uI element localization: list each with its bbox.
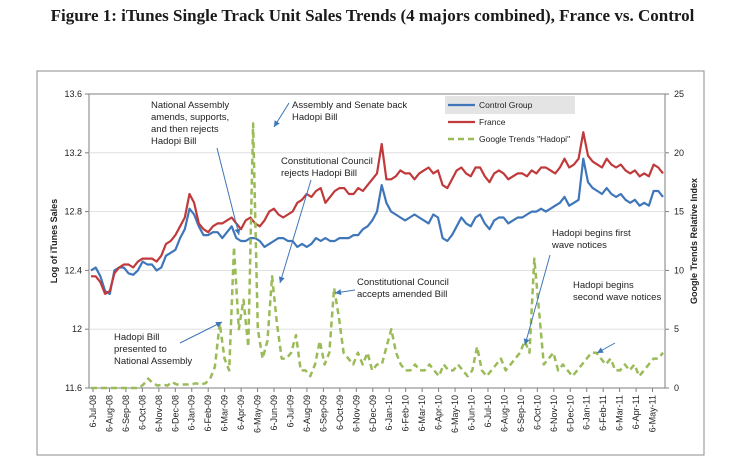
y2-tick-label: 20 [674, 148, 684, 158]
x-tick-label: 6-Jul-08 [88, 395, 98, 428]
x-tick-label: 6-Oct-10 [532, 395, 542, 430]
x-tick-label: 6-Nov-08 [154, 395, 164, 432]
x-tick-label: 6-Dec-08 [170, 395, 180, 432]
x-tick-label: 6-Apr-09 [236, 395, 246, 430]
x-tick-label: 6-Nov-10 [549, 395, 559, 432]
y2-tick-label: 15 [674, 207, 684, 217]
control-group-line [90, 157, 664, 295]
chart-frame [36, 70, 705, 456]
annotation-hadopi-bill-presented: presented to [114, 344, 167, 355]
figure-title: Figure 1: iTunes Single Track Unit Sales… [50, 6, 695, 25]
x-tick-label: 6-Mar-11 [615, 395, 625, 431]
x-tick-label: 6-Sep-09 [318, 395, 328, 432]
annotation-arrowhead [234, 228, 241, 235]
annotation-arrow [216, 147, 240, 236]
annotation-assembly-senate: Hadopi Bill [292, 112, 337, 123]
annotation-const-council-accepts: accepts amended Bill [357, 289, 447, 300]
y-tick-label: 13.2 [64, 148, 82, 158]
annotation-hadopi-second-wave: second wave notices [573, 292, 661, 303]
annotation-arrowhead [335, 289, 342, 296]
france-line [91, 131, 664, 295]
x-tick-label: 6-Jul-10 [483, 395, 493, 428]
x-tick-label: 6-Feb-09 [203, 395, 213, 432]
x-tick-label: 6-Oct-08 [137, 395, 147, 430]
y2-axis-label: Google Trends Relative Index [689, 178, 699, 304]
x-tick-label: 6-May-10 [450, 395, 460, 433]
y-tick-label: 12 [72, 324, 82, 334]
annotation-assembly-senate: Assembly and Senate back [292, 100, 407, 111]
legend-item-france: France [479, 117, 506, 127]
x-tick-label: 6-Aug-09 [302, 395, 312, 432]
x-tick-label: 6-Apr-11 [631, 395, 641, 429]
x-tick-label: 6-May-09 [253, 395, 263, 433]
x-tick-label: 6-Mar-09 [220, 395, 230, 432]
plot-area [88, 93, 666, 389]
x-tick-label: 6-Feb-11 [598, 395, 608, 431]
x-tick-label: 6-Oct-09 [335, 395, 345, 430]
annotation-national-assembly: Hadopi Bill [151, 136, 196, 147]
y-axis-label: Log of iTunes Sales [49, 199, 59, 283]
y2-tick-label: 25 [674, 89, 684, 99]
y2-tick-label: 10 [674, 265, 684, 275]
y-tick-label: 12.8 [64, 207, 82, 217]
annotation-const-council-rejects: rejects Hadopi Bill [281, 168, 357, 179]
annotation-arrow [179, 321, 223, 344]
annotation-national-assembly: and then rejects [151, 124, 219, 135]
annotation-arrowhead [597, 347, 604, 353]
x-tick-label: 6-Mar-10 [417, 395, 427, 432]
annotation-national-assembly: National Assembly [151, 100, 229, 111]
annotation-const-council-rejects: Constitutional Council [281, 156, 373, 167]
x-tick-label: 6-Jun-09 [269, 395, 279, 431]
y-tick-label: 13.6 [64, 89, 82, 99]
annotation-arrowhead [523, 338, 530, 345]
y-tick-label: 11.6 [65, 383, 82, 393]
annotation-arrow [524, 254, 551, 346]
annotation-arrowhead [274, 120, 280, 127]
x-tick-label: 6-Dec-10 [565, 395, 575, 432]
annotation-hadopi-second-wave: Hadopi begins [573, 280, 634, 291]
x-tick-label: 6-Dec-09 [368, 395, 378, 432]
x-tick-label: 6-Nov-09 [351, 395, 361, 432]
annotation-national-assembly: amends, supports, [151, 112, 229, 123]
x-tick-label: 6-Apr-10 [434, 395, 444, 430]
annotation-hadopi-bill-presented: Hadopi Bill [114, 332, 159, 343]
y-tick-label: 12.4 [64, 265, 82, 275]
annotation-arrowhead [215, 322, 222, 328]
annotation-arrow [279, 179, 312, 284]
legend-item-google-trends: Google Trends "Hadopi" [479, 134, 570, 144]
legend-item-control-group: Control Group [479, 100, 533, 110]
annotation-const-council-accepts: Constitutional Council [357, 277, 449, 288]
x-tick-label: 6-Aug-10 [499, 395, 509, 432]
x-tick-label: 6-May-11 [648, 395, 658, 432]
annotation-hadopi-first-wave: Hadopi begins first [552, 228, 631, 239]
legend-shade [445, 96, 575, 114]
x-tick-label: 6-Jan-09 [187, 395, 197, 431]
y2-tick-label: 0 [674, 383, 679, 393]
annotation-hadopi-first-wave: wave notices [551, 240, 607, 251]
google-trends-line [91, 122, 664, 390]
x-tick-label: 6-Jul-09 [285, 395, 295, 428]
x-tick-label: 6-Sep-08 [121, 395, 131, 432]
x-tick-label: 6-Jun-10 [467, 395, 477, 431]
x-tick-label: 6-Jan-10 [384, 395, 394, 431]
x-tick-label: 6-Jan-11 [582, 395, 592, 430]
annotation-hadopi-bill-presented: National Assembly [114, 356, 192, 367]
x-tick-label: 6-Sep-10 [516, 395, 526, 432]
annotation-arrowhead [278, 276, 285, 283]
x-tick-label: 6-Feb-10 [401, 395, 411, 432]
x-tick-label: 6-Aug-08 [104, 395, 114, 432]
y2-tick-label: 5 [674, 324, 679, 334]
